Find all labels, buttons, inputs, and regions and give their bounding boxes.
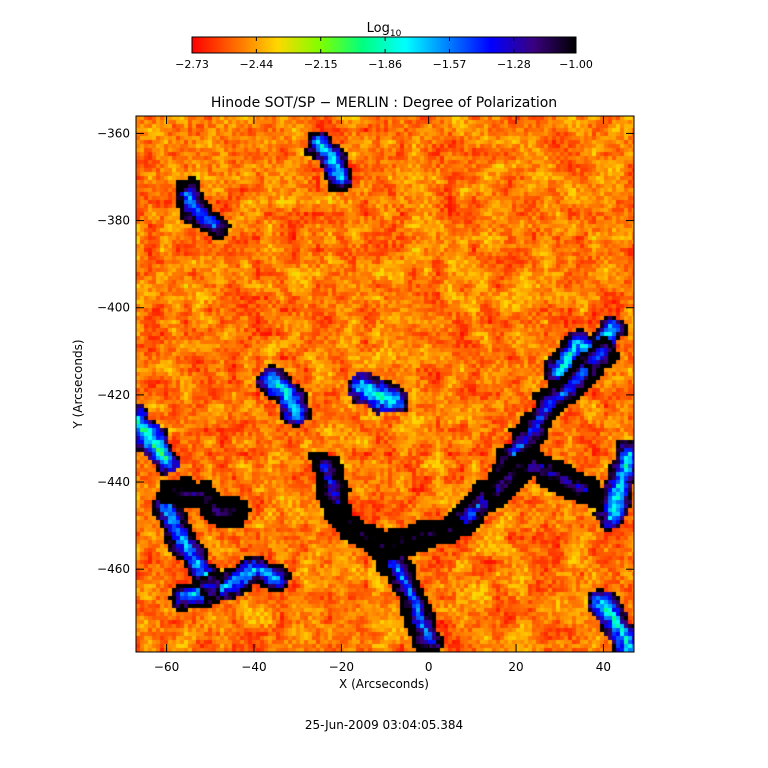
heatmap-image <box>136 116 634 652</box>
x-axis: −60 −40 −20 0 20 40 <box>154 116 611 674</box>
y-tick-label: −440 <box>97 475 130 489</box>
colorbar-tick-label: −1.00 <box>559 58 593 71</box>
colorbar-tick-label: −2.44 <box>240 58 274 71</box>
timestamp: 25-Jun-2009 03:04:05.384 <box>305 718 463 732</box>
x-axis-label: X (Arcseconds) <box>339 677 429 691</box>
colorbar-label: Log10 <box>367 21 402 39</box>
y-tick-label: −380 <box>97 214 130 228</box>
x-tick-label: −40 <box>241 660 266 674</box>
colorbar-tick-label: −1.28 <box>497 58 531 71</box>
y-axis-label: Y (Arcseconds) <box>71 339 85 429</box>
colorbar-tick-label: −2.73 <box>175 58 209 71</box>
x-tick-label: 20 <box>508 660 523 674</box>
colorbar-tick-label: −1.86 <box>368 58 402 71</box>
colorbar-tick-label: −1.57 <box>433 58 467 71</box>
y-tick-label: −460 <box>97 562 130 576</box>
x-tick-label: −60 <box>154 660 179 674</box>
x-tick-label: 40 <box>596 660 611 674</box>
colorbar-gradient <box>191 36 577 54</box>
x-tick-label: 0 <box>425 660 433 674</box>
colorbar: Log10 −2.73 −2.44 −2.15 −1.86 −1.57 −1.28 −1.0… <box>175 21 593 71</box>
colorbar-ticks: −2.73 −2.44 −2.15 −1.86 −1.57 −1.28 −1.00 <box>175 37 593 71</box>
y-tick-label: −400 <box>97 301 130 315</box>
chart-title: Hinode SOT/SP − MERLIN : Degree of Polar… <box>211 95 557 111</box>
y-tick-label: −420 <box>97 388 130 402</box>
colorbar-tick-label: −2.15 <box>304 58 338 71</box>
x-tick-label: −20 <box>329 660 354 674</box>
plot-frame <box>135 115 635 653</box>
heatmap-canvas <box>136 116 634 652</box>
y-axis: −360 −380 −400 −420 −440 −460 <box>97 126 634 576</box>
y-tick-label: −360 <box>97 126 130 140</box>
